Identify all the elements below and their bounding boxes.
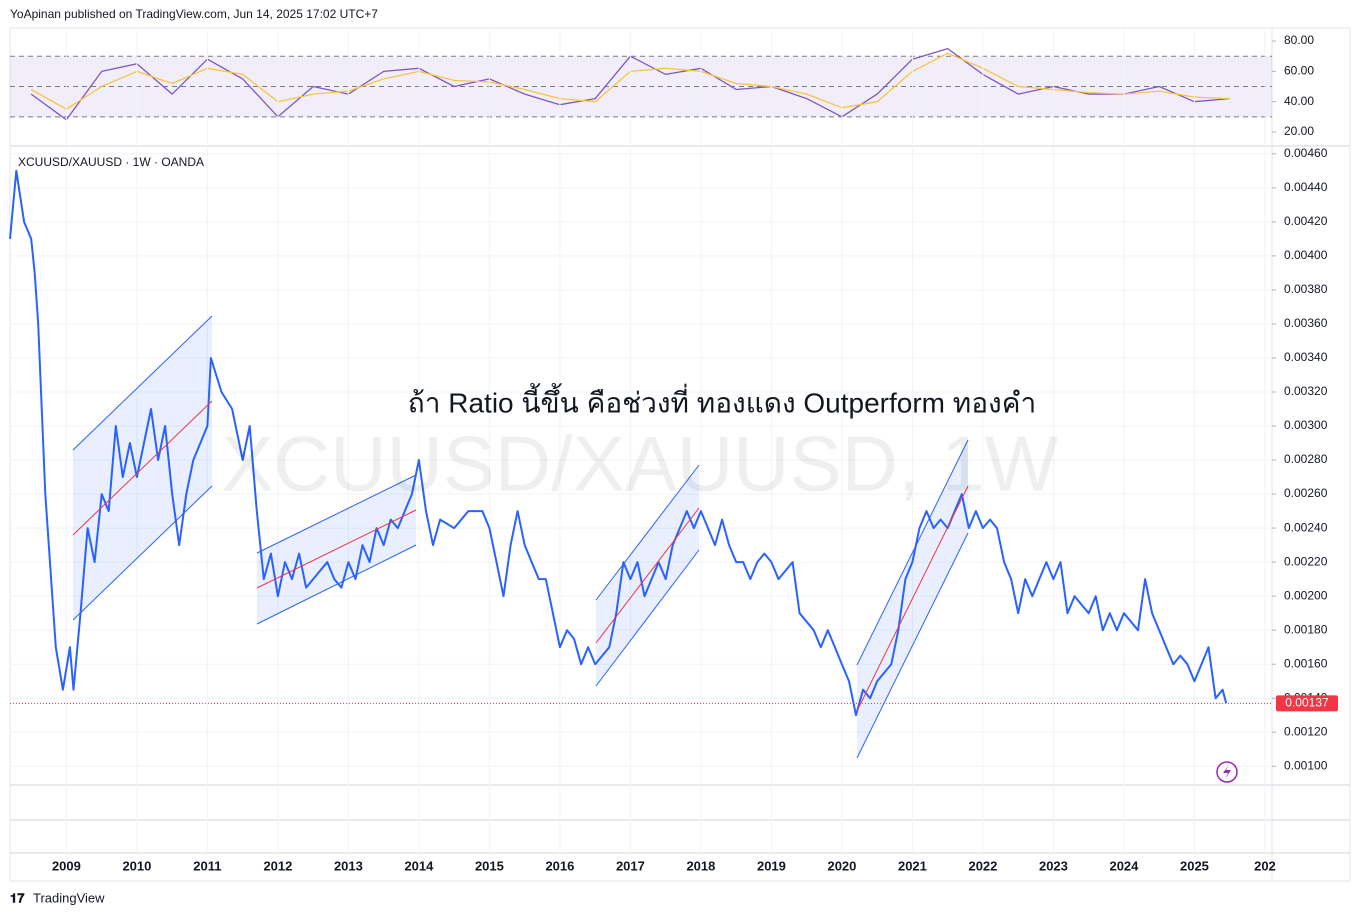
y-tick-label: 0.00280	[1284, 452, 1328, 466]
y-tick-label: 0.00260	[1284, 486, 1328, 500]
channel-line	[72, 485, 213, 621]
channel-mid	[856, 485, 969, 712]
annotation: ถ้า Ratio นี้ขึ้น คือช่วงที่ ทองแดง Outp…	[408, 382, 1036, 418]
header: YoApinan published on TradingView.com, J…	[10, 7, 378, 21]
x-tick-label: 2013	[334, 858, 363, 873]
x-tick-label: 2021	[898, 858, 927, 873]
logo: 𝟏𝟕	[10, 890, 25, 905]
y-tick-label: 20.00	[1284, 124, 1314, 138]
y-tick-label: 0.00460	[1284, 146, 1328, 160]
watermark: XCUUSD/XAUUSD, 1W	[222, 420, 1059, 508]
x-tick-label: 2023	[1039, 858, 1068, 873]
y-tick-label: 0.00220	[1284, 554, 1328, 568]
x-tick-label: 2012	[263, 858, 292, 873]
y-tick-label: 0.00240	[1284, 520, 1328, 534]
y-tick-label: 80.00	[1284, 33, 1314, 47]
y-tick-label: 0.00160	[1284, 656, 1328, 670]
channel-line	[256, 474, 417, 554]
x-tick-label: 2016	[545, 858, 574, 873]
y-tick-label: 60.00	[1284, 64, 1314, 78]
x-tick-label: 2017	[616, 858, 645, 873]
y-tick-label: 0.00300	[1284, 418, 1328, 432]
x-tick-label: 2022	[968, 858, 997, 873]
alert-bolt	[1223, 765, 1231, 779]
channel-line	[72, 315, 213, 451]
y-tick-label: 0.00400	[1284, 248, 1328, 262]
series-line	[9, 169, 1228, 717]
frame	[9, 27, 1351, 882]
channels	[72, 315, 969, 759]
x-tick-label: 2011	[193, 858, 221, 873]
last-price-box	[1276, 695, 1338, 712]
x-tick-label: 2015	[475, 858, 504, 873]
y-tick-label: 0.00380	[1284, 282, 1328, 296]
alert-icon[interactable]	[1216, 761, 1238, 783]
y-tick-label: 0.00440	[1284, 180, 1328, 194]
y-tick-label: 0.00200	[1284, 588, 1328, 602]
y-tick-label: 0.00320	[1284, 384, 1328, 398]
y-tick-label: 0.00340	[1284, 350, 1328, 364]
symbol-label: XCUUSD/XAUUSD · 1W · OANDA	[18, 155, 204, 169]
channel-mid	[72, 400, 213, 536]
footer: TradingView	[33, 890, 105, 905]
x-tick-label: 2020	[827, 858, 856, 873]
y-tick-label: 0.00120	[1284, 724, 1328, 738]
x-tick-label: 2009	[52, 858, 81, 873]
channel-line	[856, 439, 969, 666]
y-tick-label: 0.00360	[1284, 316, 1328, 330]
channel-mid	[595, 507, 700, 644]
plots	[9, 30, 1272, 853]
x-tick-label: 2025	[1180, 858, 1209, 873]
channel-line	[256, 544, 417, 625]
y-tick-label: 0.00100	[1284, 758, 1328, 772]
y-tick-label: 40.00	[1284, 94, 1314, 108]
channel-mid	[256, 509, 417, 589]
last-price-label: 0.00137	[1285, 696, 1329, 710]
y-tick-label: 0.00180	[1284, 622, 1328, 636]
x-tick-label: 202	[1254, 858, 1276, 873]
channel-line	[595, 464, 700, 601]
x-tick-label: 2024	[1109, 858, 1139, 873]
x-tick-label: 2010	[122, 858, 151, 873]
x-tick-label: 2018	[686, 858, 715, 873]
channel-line	[856, 532, 969, 759]
x-tick-label: 2014	[404, 858, 434, 873]
x-tick-label: 2019	[757, 858, 786, 873]
y-tick-label: 0.00420	[1284, 214, 1328, 228]
channel-line	[595, 549, 700, 687]
